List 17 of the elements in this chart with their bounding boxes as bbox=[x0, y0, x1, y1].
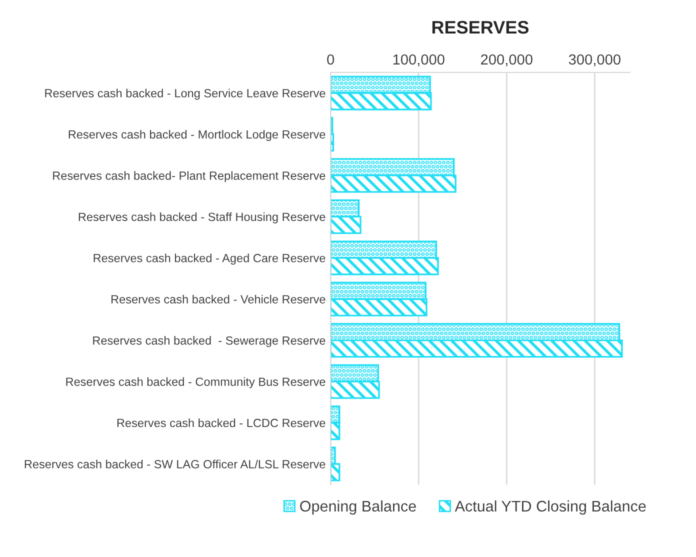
y-tick-label: Reserves cash backed - Mortlock Lodge Reserve bbox=[68, 130, 326, 141]
x-tick-label: 0 bbox=[327, 54, 334, 65]
legend-label: Actual YTD Closing Balance bbox=[454, 500, 646, 515]
y-tick-label: Reserves cash backed - Community Bus Reserve bbox=[66, 377, 326, 388]
y-tick-label: Reserves cash backed - SW LAG Officer AL/LSL Reserve bbox=[24, 460, 326, 468]
y-tick-label: Reserves cash backed - Long Service Leave Reserve bbox=[45, 88, 326, 100]
x-tick-label: 300,000 bbox=[568, 54, 620, 66]
y-tick-label: Reserves cash backed - Aged Care Reserve bbox=[94, 254, 326, 265]
chart-title: RESERVES bbox=[432, 20, 529, 34]
y-tick-label: Reserves cash backed- Plant Replacement Reserve bbox=[53, 171, 326, 182]
y-tick-label: Reserves cash backed - Sewerage Reserve bbox=[93, 336, 326, 348]
y-tick-label: Reserves cash backed - Staff Housing Reserve bbox=[78, 212, 326, 224]
legend-label: Opening Balance bbox=[300, 500, 416, 515]
y-tick-label: Reserves cash backed - LCDC Reserve bbox=[117, 418, 326, 428]
y-tick-label: Reserves cash backed - Vehicle Reserve bbox=[111, 294, 326, 304]
x-tick-label: 200,000 bbox=[481, 54, 532, 66]
x-tick-label: 100,000 bbox=[393, 54, 444, 66]
